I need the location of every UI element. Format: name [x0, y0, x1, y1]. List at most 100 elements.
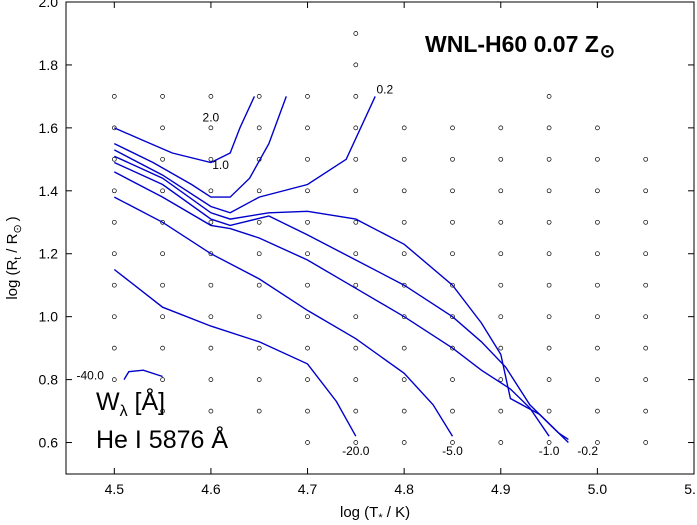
model-grid-point [450, 440, 455, 445]
model-grid-point [160, 188, 165, 194]
model-grid-point [160, 345, 165, 351]
contour-line [123, 369, 163, 380]
model-grid-point [498, 314, 504, 320]
model-grid-point [160, 94, 165, 99]
model-grid-point [305, 125, 310, 131]
model-grid-point [546, 94, 552, 99]
model-grid-point [450, 219, 455, 225]
model-grid-point [353, 377, 359, 382]
model-grid-point [498, 408, 504, 414]
model-grid-point [546, 125, 552, 131]
model-grid-point [546, 314, 552, 320]
contour-label: -5.0 [442, 444, 463, 458]
model-grid-point [160, 219, 165, 225]
model-grid-point [353, 408, 359, 414]
model-grid-point [498, 377, 504, 382]
model-grid-point [546, 219, 552, 225]
model-grid-point [595, 345, 600, 351]
model-grid-point [256, 408, 262, 414]
model-grid-point [208, 408, 214, 414]
y-tick-label: 1.4 [39, 183, 59, 199]
model-grid-point [305, 377, 310, 382]
x-tick-label: 5.0 [588, 481, 608, 497]
model-grid-point [643, 345, 649, 351]
model-grid-point [401, 125, 407, 131]
model-grid-point [111, 251, 117, 257]
model-grid-point [305, 94, 310, 99]
model-grid-point [595, 251, 600, 257]
model-grid-point [256, 314, 262, 320]
model-grid-point [498, 156, 504, 162]
model-grid-point [595, 282, 600, 288]
model-grid-point [546, 156, 552, 162]
model-grid-point [498, 251, 504, 257]
contour-lines [113, 96, 569, 444]
model-grid-point [595, 188, 600, 194]
model-grid-point [160, 408, 165, 414]
model-grid-point [498, 282, 504, 288]
model-grid-point [256, 345, 262, 351]
model-grid-point [450, 125, 455, 131]
model-grid-point [353, 314, 359, 320]
model-grid-point [208, 251, 214, 257]
model-grid-point [256, 94, 262, 99]
model-grid-point [111, 125, 117, 131]
model-grid-point [498, 440, 504, 445]
contour-line [113, 96, 376, 214]
y-tick-label: 1.8 [39, 57, 59, 73]
model-grid-point [111, 314, 117, 320]
model-grid-point [208, 282, 214, 288]
model-grid-point [595, 377, 600, 382]
model-grid-point [256, 377, 262, 382]
contour-label: -40.0 [77, 369, 105, 383]
y-tick-label: 1.0 [39, 309, 59, 325]
model-grid-point [401, 219, 407, 225]
model-grid-point [208, 377, 214, 382]
model-grid-point [643, 188, 649, 194]
model-grid-point [450, 314, 455, 320]
model-grid-point [401, 282, 407, 288]
model-grid-point [546, 377, 552, 382]
model-grid-point [111, 377, 117, 382]
contour-line [114, 161, 569, 440]
model-grid-point [353, 188, 359, 194]
x-axis-ticks: 4.5 4.6 4.7 4.8 4.9 5.0 5.1 [105, 2, 697, 497]
model-grid-point [305, 282, 310, 288]
model-grid-point [353, 251, 359, 257]
model-grid-point [305, 408, 310, 414]
model-grid-point [353, 282, 359, 288]
model-grid-point [160, 156, 165, 162]
contour-label: 1.0 [212, 158, 229, 172]
title-sun-symbol: ⊙ [600, 41, 615, 61]
model-grid-point [546, 440, 552, 445]
model-grid-points [111, 31, 649, 445]
x-tick-label: 5.1 [684, 481, 697, 497]
model-grid-point [256, 251, 262, 257]
model-grid-point [305, 345, 310, 351]
model-grid-point [208, 345, 214, 351]
model-grid-point [498, 219, 504, 225]
contour-line [114, 155, 569, 444]
model-grid-point [111, 188, 117, 194]
model-grid-point [111, 345, 117, 351]
model-grid-point [208, 314, 214, 320]
legend-line-2: He I 5876 Å [96, 424, 228, 454]
model-grid-point [643, 408, 649, 414]
model-grid-point [595, 314, 600, 320]
model-grid-point [208, 188, 214, 194]
model-grid-point [595, 156, 600, 162]
model-grid-point [401, 314, 407, 320]
y-tick-label: 1.6 [39, 120, 59, 136]
model-grid-point [595, 440, 600, 445]
model-grid-point [498, 345, 504, 351]
contour-line [113, 171, 550, 437]
model-grid-point [643, 282, 649, 288]
model-grid-point [353, 219, 359, 225]
y-tick-label: 0.8 [39, 372, 59, 388]
contour-line [114, 96, 256, 164]
model-grid-point [643, 219, 649, 225]
x-tick-label: 4.8 [394, 481, 414, 497]
x-tick-label: 4.7 [298, 481, 318, 497]
model-grid-point [208, 125, 214, 131]
y-tick-label: 0.6 [39, 435, 59, 451]
